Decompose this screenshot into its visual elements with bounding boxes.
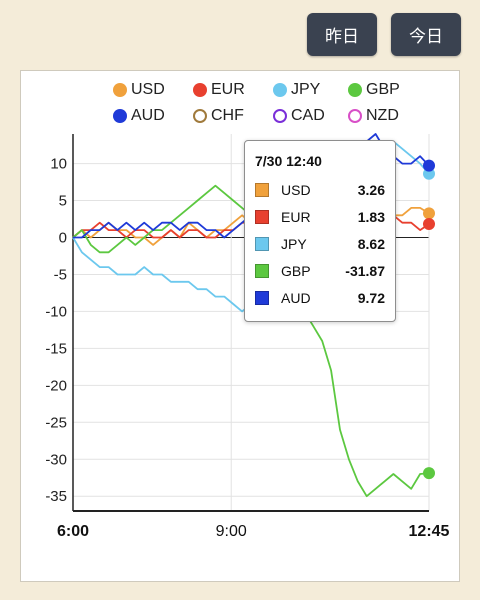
y-tick-label: -25 (45, 414, 67, 431)
legend-label: EUR (211, 81, 245, 98)
legend-item-gbp[interactable]: GBP (348, 81, 400, 99)
tooltip-swatch (255, 210, 269, 224)
legend-item-nzd[interactable]: NZD (348, 107, 399, 125)
legend-marker (273, 109, 287, 123)
chart-panel: USD EUR JPY GBP AUD CHF CAD NZD 10 5 0 -5 -10 -15 -20… (20, 70, 460, 582)
legend-item-eur[interactable]: EUR (193, 81, 245, 99)
legend-item-cad[interactable]: CAD (273, 107, 325, 125)
x-tick-label: 12:45 (409, 523, 450, 540)
x-tick-label: 6:00 (57, 523, 89, 540)
legend-label: CHF (211, 107, 244, 124)
tooltip-row-gbp: GBP -31.87 (255, 260, 385, 282)
y-tick-label: 10 (50, 156, 67, 173)
tooltip-row-eur: EUR 1.83 (255, 206, 385, 228)
legend-marker (193, 83, 207, 97)
chart-tooltip: 7/30 12:40 USD 3.26 EUR 1.83 JPY 8.62 GB… (244, 140, 396, 322)
y-tick-label: -20 (45, 377, 67, 394)
legend-marker (273, 83, 287, 97)
tooltip-series-value: 9.72 (357, 290, 385, 306)
legend-marker (348, 83, 362, 97)
legend-item-jpy[interactable]: JPY (273, 81, 320, 99)
series-endpoint-gbp (423, 467, 435, 480)
tooltip-series-value: 8.62 (357, 236, 385, 252)
legend-marker (348, 109, 362, 123)
tooltip-title: 7/30 12:40 (255, 153, 322, 169)
legend-label: CAD (291, 107, 325, 124)
tooltip-series-name: EUR (281, 209, 311, 225)
tooltip-series-name: USD (281, 182, 311, 198)
tooltip-series-value: 3.26 (357, 182, 385, 198)
tooltip-series-value: 1.83 (357, 209, 385, 225)
y-tick-label: -30 (45, 451, 67, 468)
tooltip-swatch (255, 237, 269, 251)
yesterday-button[interactable]: 昨日 (307, 13, 377, 56)
chart-legend: USD EUR JPY GBP AUD CHF CAD NZD (21, 71, 459, 131)
tooltip-swatch (255, 291, 269, 305)
y-tick-label: 0 (59, 229, 67, 246)
legend-item-aud[interactable]: AUD (113, 107, 165, 125)
tooltip-row-jpy: JPY 8.62 (255, 233, 385, 255)
legend-item-usd[interactable]: USD (113, 81, 165, 99)
legend-label: JPY (291, 81, 321, 98)
tooltip-series-value: -31.87 (345, 263, 385, 279)
y-tick-label: -15 (45, 340, 67, 357)
tooltip-series-name: JPY (281, 236, 307, 252)
legend-label: GBP (366, 81, 400, 98)
tooltip-row-usd: USD 3.26 (255, 179, 385, 201)
today-button[interactable]: 今日 (391, 13, 461, 56)
y-tick-label: -10 (45, 303, 67, 320)
legend-marker (193, 109, 207, 123)
series-endpoint-aud (423, 159, 435, 172)
legend-label: NZD (366, 107, 399, 124)
legend-item-chf[interactable]: CHF (193, 107, 244, 125)
y-tick-label: -35 (45, 488, 67, 505)
y-tick-label: -5 (54, 266, 67, 283)
tooltip-series-name: AUD (281, 290, 311, 306)
tooltip-swatch (255, 183, 269, 197)
x-tick-label: 9:00 (216, 523, 247, 540)
tooltip-row-aud: AUD 9.72 (255, 287, 385, 309)
series-endpoint-usd (423, 207, 435, 220)
y-tick-label: 5 (59, 193, 67, 210)
legend-marker (113, 109, 127, 123)
tooltip-swatch (255, 264, 269, 278)
legend-label: AUD (131, 107, 165, 124)
legend-label: USD (131, 81, 165, 98)
tooltip-series-name: GBP (281, 263, 311, 279)
legend-marker (113, 83, 127, 97)
series-endpoint-eur (423, 217, 435, 230)
